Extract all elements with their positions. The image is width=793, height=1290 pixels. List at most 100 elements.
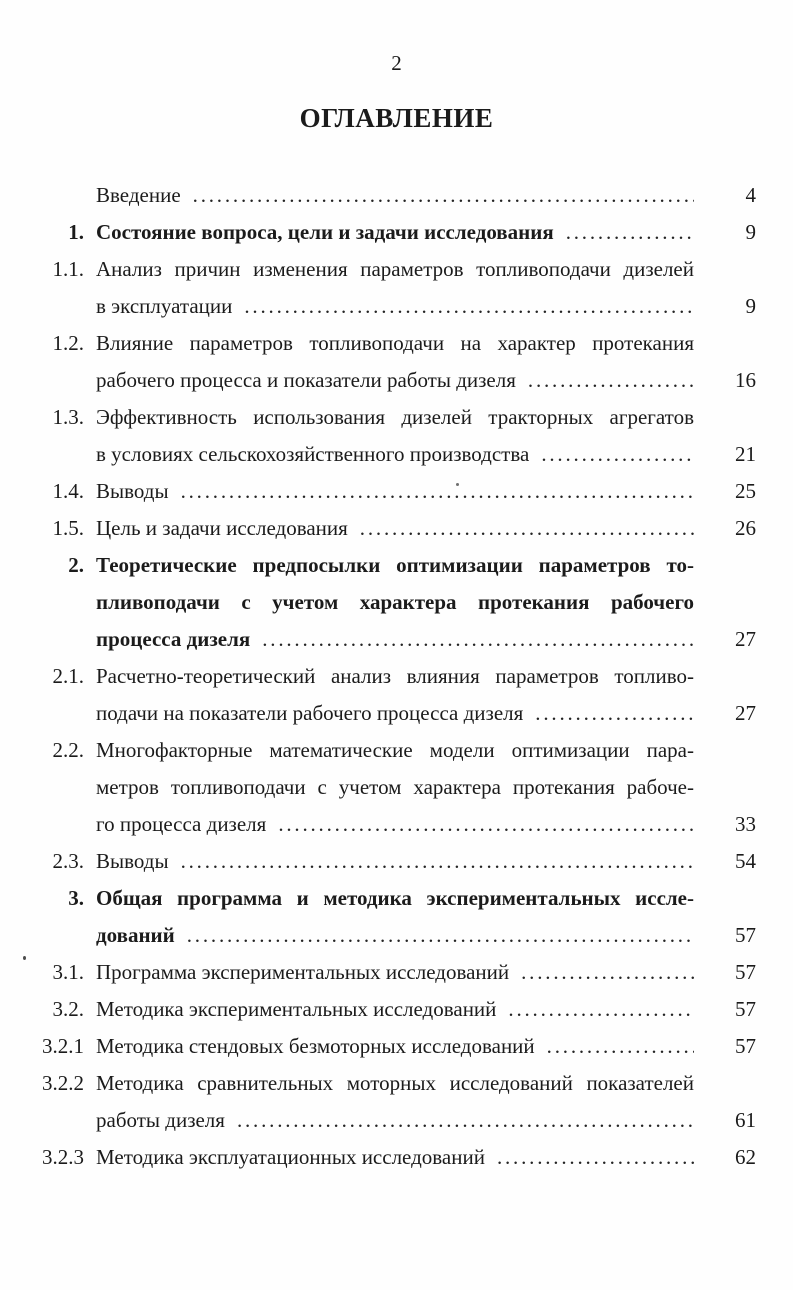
entry-number: 3.2.3 (42, 1145, 84, 1169)
entry-text: работы дизеля (96, 1108, 225, 1132)
entry-number: 1.4. (52, 479, 85, 503)
dot-leader: ........................................… (359, 516, 694, 540)
entry-page-number: 16 (735, 368, 756, 392)
entry-number: 1.3. (52, 405, 85, 429)
entry-page-number: 25 (735, 479, 756, 503)
entry-page-number: 57 (735, 923, 756, 947)
toc-entry-line: в эксплуатации .........................… (38, 288, 756, 325)
toc-entry-line: подачи на показатели рабочего процесса д… (38, 695, 756, 732)
toc-list: Введение ...............................… (38, 177, 756, 1176)
dot-leader: ........................................… (192, 183, 694, 207)
toc-entry-line: 2.2. Многофакторные математические модел… (38, 732, 756, 769)
entry-text: Методика сравнительных моторных исследов… (96, 1071, 694, 1095)
dot-leader: ........................................… (186, 923, 694, 947)
entry-page-number: 33 (735, 812, 756, 836)
entry-page-number: 9 (745, 220, 757, 244)
toc-entry-line: 1.3. Эффективность использования дизелей… (38, 399, 756, 436)
entry-text: Методика стендовых безмоторных исследова… (96, 1034, 535, 1058)
entry-text: Методика экспериментальных исследований (96, 997, 497, 1021)
toc-entry-line: 1. Состояние вопроса, цели и задачи иссл… (38, 214, 756, 251)
entry-page-number: 57 (735, 1034, 756, 1058)
dot-leader: ........................................… (236, 1108, 694, 1132)
toc-entry-line: 3. Общая программа и методика эксперимен… (38, 880, 756, 917)
entry-text: Влияние параметров топливоподачи на хара… (96, 331, 694, 355)
entry-text: Общая программа и методика экспериментал… (96, 886, 694, 910)
entry-number: 1.5. (52, 516, 85, 540)
entry-number: 2. (68, 553, 84, 577)
entry-text: Выводы (96, 849, 169, 873)
entry-text: пливоподачи с учетом характера протекани… (96, 590, 694, 614)
dot-leader: ........................................… (244, 294, 694, 318)
toc-entry-line: 3.2.1 Методика стендовых безмоторных исс… (38, 1028, 756, 1065)
toc-entry-line: 3.1. Программа экспериментальных исследо… (38, 954, 757, 991)
toc-entry-line: пливоподачи с учетом характера протекани… (38, 584, 756, 621)
entry-text: подачи на показатели рабочего процесса д… (96, 701, 524, 725)
entry-number: 1.1. (52, 257, 85, 281)
entry-text: го процесса дизеля (96, 812, 267, 836)
entry-text: Введение (96, 183, 181, 207)
entry-text: рабочего процесса и показатели работы ди… (96, 368, 516, 392)
entry-text: Анализ причин изменения параметров топли… (96, 257, 694, 281)
entry-page-number: 57 (735, 960, 756, 984)
entry-text: Эффективность использования дизелей трак… (96, 405, 694, 429)
entry-number: 3.2.1 (42, 1034, 84, 1058)
entry-text: Выводы (96, 479, 169, 503)
dot-leader: ........................................… (535, 701, 694, 725)
entry-number: 3. (68, 886, 84, 910)
entry-text: в условиях сельскохозяйственного произво… (96, 442, 530, 466)
entry-page-number: 62 (735, 1145, 756, 1169)
entry-text: Состояние вопроса, цели и задачи исследо… (96, 220, 554, 244)
page-header-number: 2 (391, 51, 402, 75)
dot-leader: ........................................… (521, 960, 694, 984)
dot-leader: ........................................… (278, 812, 694, 836)
entry-number: 2.2. (52, 738, 85, 762)
entry-text: процесса дизеля (96, 627, 251, 651)
entry-page-number: 27 (735, 627, 756, 651)
entry-number: 1. (68, 220, 84, 244)
dot-leader: ........................................… (546, 1034, 694, 1058)
toc-entry-line: рабочего процесса и показатели работы ди… (38, 362, 756, 399)
toc-entry-line: 3.2.2 Методика сравнительных моторных ис… (38, 1065, 756, 1102)
toc-entry-line: 3.2.3 Методика эксплуатационных исследов… (38, 1139, 756, 1176)
entry-number: 3.1. (52, 960, 85, 984)
toc-entry-line: процесса дизеля ........................… (38, 621, 756, 658)
entry-page-number: 61 (735, 1108, 756, 1132)
dot-leader: ........................................… (527, 368, 694, 392)
toc-entry-line: в условиях сельскохозяйственного произво… (38, 436, 756, 473)
dot-leader: ........................................… (496, 1145, 694, 1169)
toc-entry-line: Введение ...............................… (38, 177, 756, 214)
dot-leader: ........................................… (541, 442, 694, 466)
entry-text: дований (96, 923, 175, 947)
entry-page-number: 54 (735, 849, 756, 873)
toc-entry-line: 3.2. Методика экспериментальных исследов… (38, 991, 757, 1028)
entry-text: в эксплуатации (96, 294, 233, 318)
toc-entry-line: 2.3. Выводы ............................… (38, 843, 757, 880)
entry-number: 3.2.2 (42, 1071, 84, 1095)
entry-number: 2.3. (52, 849, 85, 873)
entry-text: Многофакторные математические модели опт… (96, 738, 694, 762)
entry-page-number: 27 (735, 701, 756, 725)
toc-entry-line: 2. Теоретические предпосылки оптимизации… (38, 547, 756, 584)
entry-text: Расчетно-теоретический анализ влияния па… (96, 664, 694, 688)
toc-entry-line: 2.1. Расчетно-теоретический анализ влиян… (38, 658, 756, 695)
toc-title: ОГЛАВЛЕНИЕ (299, 103, 494, 133)
toc-entry-line: 1.1. Анализ причин изменения параметров … (38, 251, 756, 288)
entry-text: метров топливоподачи с учетом характера … (96, 775, 694, 799)
scan-artifact-dot (23, 956, 26, 960)
entry-text: Цель и задачи исследования (96, 516, 348, 540)
toc-entry-line: го процесса дизеля .....................… (38, 806, 756, 843)
scan-artifact-dot (456, 483, 459, 486)
toc-entry-line: 1.4. Выводы ............................… (38, 473, 757, 510)
entry-page-number: 57 (735, 997, 756, 1021)
entry-page-number: 26 (735, 516, 756, 540)
entry-page-number: 21 (735, 442, 756, 466)
toc-entry-line: дований ................................… (38, 917, 756, 954)
dot-leader: ........................................… (262, 627, 694, 651)
entry-number: 1.2. (52, 331, 85, 355)
entry-text: Теоретические предпосылки оптимизации па… (96, 553, 694, 577)
toc-entry-line: 1.5. Цель и задачи исследования ........… (38, 510, 757, 547)
entry-page-number: 9 (745, 294, 757, 318)
entry-number: 2.1. (52, 664, 85, 688)
entry-text: Программа экспериментальных исследований (96, 960, 510, 984)
